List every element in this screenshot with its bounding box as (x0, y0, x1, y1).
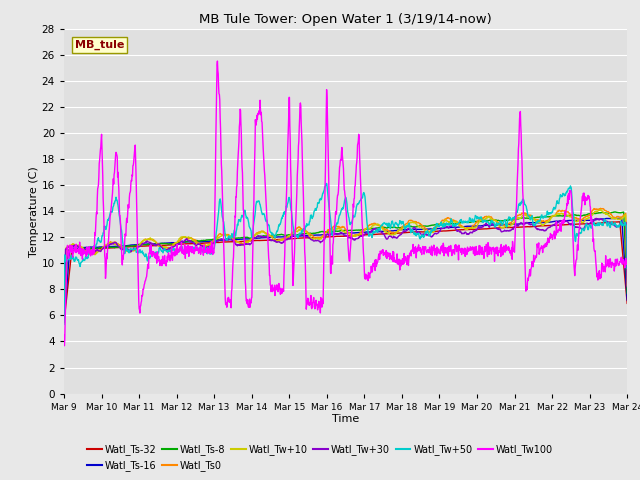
Watl_Ts0 (507, 220, 515, 226)
Watl_Ts-16 (433, 226, 441, 231)
Watl_Ts-8 (623, 290, 631, 296)
Watl_Ts0 (172, 240, 179, 246)
Watl_Tw+10 (60, 319, 68, 325)
Watl_Ts-8 (186, 239, 193, 244)
Watl_Ts-8 (433, 222, 441, 228)
Watl_Tw+50 (186, 246, 193, 252)
Line: Watl_Tw100: Watl_Tw100 (64, 61, 627, 346)
Y-axis label: Temperature (C): Temperature (C) (29, 166, 39, 257)
Watl_Ts0 (623, 282, 631, 288)
Watl_Ts-32 (556, 222, 564, 228)
Watl_Tw100 (60, 333, 68, 338)
Watl_Ts0 (596, 205, 604, 211)
Watl_Tw+10 (172, 240, 179, 246)
Watl_Ts0 (60, 319, 68, 324)
Watl_Tw+50 (172, 249, 179, 255)
Watl_Tw+10 (623, 283, 631, 288)
Watl_Tw+30 (60, 319, 68, 324)
Line: Watl_Tw+10: Watl_Tw+10 (64, 210, 627, 322)
Watl_Tw100 (434, 251, 442, 256)
Watl_Ts-8 (556, 213, 564, 219)
Line: Watl_Tw+50: Watl_Tw+50 (64, 183, 627, 324)
Text: MB_tule: MB_tule (76, 40, 125, 50)
Watl_Tw+30 (172, 242, 179, 248)
Watl_Tw+50 (60, 322, 68, 327)
Line: Watl_Ts-16: Watl_Ts-16 (64, 218, 627, 321)
Watl_Ts0 (248, 236, 256, 241)
Watl_Tw100 (557, 228, 565, 234)
Watl_Tw+30 (623, 284, 631, 290)
Line: Watl_Ts0: Watl_Ts0 (64, 208, 627, 322)
Watl_Tw+30 (593, 216, 600, 221)
X-axis label: Time: Time (332, 414, 359, 424)
Watl_Ts-8 (507, 216, 515, 222)
Watl_Ts-16 (186, 239, 193, 245)
Watl_Ts-32 (623, 300, 631, 306)
Watl_Ts-16 (623, 297, 631, 303)
Watl_Tw100 (623, 261, 631, 267)
Watl_Ts-16 (172, 240, 179, 246)
Watl_Ts-16 (618, 216, 625, 221)
Watl_Ts-16 (556, 218, 564, 224)
Watl_Ts-8 (611, 209, 619, 215)
Watl_Tw100 (249, 237, 257, 242)
Line: Watl_Ts-32: Watl_Ts-32 (64, 222, 627, 322)
Watl_Ts-32 (248, 238, 256, 244)
Watl_Ts-8 (248, 235, 256, 241)
Watl_Ts-32 (172, 242, 179, 248)
Watl_Tw+50 (557, 192, 564, 198)
Watl_Tw+30 (248, 239, 256, 244)
Legend: Watl_Ts-32, Watl_Ts-16, Watl_Ts-8, Watl_Ts0, Watl_Tw+10, Watl_Tw+30, Watl_Tw+50,: Watl_Ts-32, Watl_Ts-16, Watl_Ts-8, Watl_… (83, 441, 557, 475)
Watl_Tw+10 (596, 207, 604, 213)
Watl_Ts-32 (433, 228, 441, 234)
Watl_Ts-32 (507, 225, 515, 230)
Watl_Tw100 (61, 343, 68, 348)
Watl_Ts0 (433, 224, 441, 229)
Watl_Tw+50 (323, 180, 330, 186)
Watl_Tw+50 (248, 233, 256, 239)
Watl_Tw100 (214, 58, 221, 64)
Watl_Tw+50 (433, 221, 441, 227)
Watl_Ts-32 (60, 319, 68, 325)
Watl_Tw100 (172, 252, 180, 257)
Watl_Tw+10 (248, 235, 256, 240)
Watl_Tw+30 (186, 238, 193, 243)
Watl_Tw+10 (556, 211, 564, 216)
Line: Watl_Ts-8: Watl_Ts-8 (64, 212, 627, 323)
Watl_Ts-16 (248, 236, 256, 241)
Watl_Ts-8 (172, 240, 179, 246)
Watl_Tw+50 (623, 265, 631, 271)
Watl_Ts-32 (616, 219, 623, 225)
Watl_Tw+30 (556, 217, 564, 223)
Watl_Ts0 (556, 208, 564, 214)
Watl_Ts-32 (186, 241, 193, 247)
Watl_Tw+10 (186, 235, 193, 240)
Watl_Tw+30 (507, 228, 515, 234)
Watl_Tw+50 (507, 216, 515, 222)
Watl_Ts0 (186, 236, 193, 241)
Watl_Ts-8 (60, 320, 68, 325)
Watl_Tw100 (186, 248, 193, 253)
Watl_Tw+30 (433, 231, 441, 237)
Watl_Ts-16 (60, 318, 68, 324)
Watl_Ts-16 (507, 221, 515, 227)
Title: MB Tule Tower: Open Water 1 (3/19/14-now): MB Tule Tower: Open Water 1 (3/19/14-now… (199, 13, 492, 26)
Watl_Tw100 (508, 253, 515, 259)
Watl_Tw+10 (433, 224, 441, 230)
Line: Watl_Tw+30: Watl_Tw+30 (64, 218, 627, 322)
Watl_Tw+10 (507, 222, 515, 228)
